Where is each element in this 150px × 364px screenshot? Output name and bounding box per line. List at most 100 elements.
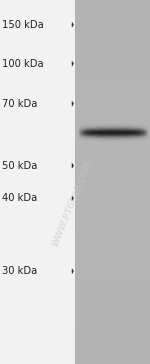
Bar — [99, 132, 100, 133]
Bar — [82, 130, 83, 131]
Bar — [125, 128, 126, 129]
Bar — [102, 131, 103, 132]
Bar — [81, 137, 82, 138]
Bar — [128, 126, 129, 127]
Bar — [80, 126, 81, 127]
Bar — [75, 236, 150, 241]
Bar — [95, 125, 96, 126]
Bar — [75, 77, 150, 82]
Bar — [84, 137, 85, 138]
Bar — [81, 127, 82, 128]
Bar — [98, 139, 99, 140]
Bar — [132, 132, 133, 133]
Bar — [95, 132, 96, 133]
Bar — [86, 125, 87, 126]
Bar — [127, 136, 128, 137]
Bar — [81, 131, 82, 132]
Bar — [145, 127, 146, 128]
Bar — [85, 130, 86, 131]
Bar — [122, 123, 123, 124]
Bar — [137, 133, 138, 134]
Bar — [120, 127, 121, 128]
Bar — [111, 130, 112, 131]
Bar — [110, 125, 111, 126]
Bar — [104, 135, 105, 136]
Bar — [104, 137, 105, 138]
Bar — [139, 125, 140, 126]
Bar — [123, 123, 124, 124]
Bar — [119, 136, 120, 137]
Bar — [135, 136, 136, 137]
Bar — [109, 137, 110, 138]
Bar — [92, 129, 93, 130]
Bar — [134, 130, 135, 131]
Bar — [94, 138, 95, 139]
Bar — [135, 128, 136, 129]
Bar — [75, 0, 150, 364]
Bar — [131, 134, 132, 135]
Bar — [121, 134, 122, 135]
Bar — [107, 123, 108, 124]
Bar — [116, 140, 117, 141]
Bar — [122, 127, 123, 128]
Bar — [140, 127, 141, 128]
Bar — [95, 128, 96, 129]
Bar — [118, 131, 119, 132]
Bar — [110, 136, 111, 137]
Bar — [82, 139, 83, 140]
Bar — [119, 127, 120, 128]
Bar — [87, 137, 88, 138]
Bar — [102, 134, 103, 135]
Bar — [113, 129, 114, 130]
Bar — [140, 138, 141, 139]
Bar — [126, 141, 127, 142]
Bar — [79, 129, 80, 130]
Bar — [82, 137, 83, 138]
Bar — [140, 128, 141, 129]
Bar — [118, 132, 119, 133]
Bar — [75, 90, 150, 95]
Bar — [125, 127, 126, 128]
Bar — [99, 137, 100, 138]
Bar — [128, 132, 129, 133]
Bar — [118, 126, 119, 127]
Bar — [142, 135, 143, 136]
Bar — [139, 138, 140, 139]
Bar — [83, 139, 84, 140]
Bar — [98, 135, 99, 136]
Bar — [111, 125, 112, 126]
Bar — [132, 135, 133, 136]
Bar — [133, 128, 134, 129]
Bar — [101, 132, 102, 133]
Bar — [120, 132, 121, 133]
Bar — [102, 125, 103, 126]
Bar — [89, 136, 90, 137]
Bar — [119, 131, 120, 132]
Bar — [79, 125, 80, 126]
Bar — [131, 135, 132, 136]
Bar — [120, 137, 121, 138]
Bar — [114, 130, 115, 131]
Bar — [121, 124, 122, 125]
Bar — [85, 135, 86, 136]
Bar — [100, 130, 101, 131]
Bar — [115, 137, 116, 138]
Bar — [111, 140, 112, 141]
Bar — [84, 132, 85, 133]
Bar — [137, 127, 138, 128]
Bar — [100, 130, 101, 131]
Bar — [75, 99, 150, 104]
Bar — [105, 125, 106, 126]
Bar — [105, 133, 106, 134]
Bar — [146, 129, 147, 130]
Bar — [117, 141, 118, 142]
Bar — [129, 126, 130, 127]
Bar — [123, 135, 124, 136]
Bar — [132, 139, 133, 140]
Bar — [85, 134, 86, 135]
Bar — [124, 129, 125, 130]
Bar — [118, 140, 119, 141]
Bar — [136, 126, 137, 127]
Bar — [145, 134, 146, 135]
Bar — [92, 130, 93, 131]
